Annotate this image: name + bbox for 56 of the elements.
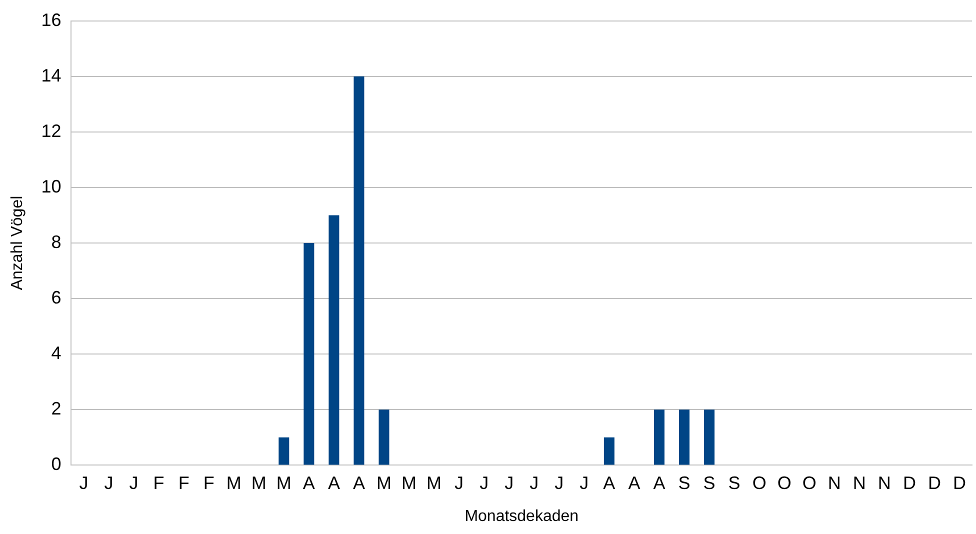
x-tick-label: N — [828, 472, 841, 493]
x-tick-label: J — [554, 472, 564, 493]
x-tick-label: N — [852, 472, 866, 493]
x-tick-label: J — [129, 472, 138, 493]
x-tick-label: M — [226, 472, 242, 493]
x-tick-label: S — [728, 472, 740, 493]
x-tick-label: M — [426, 472, 442, 493]
bar — [604, 437, 614, 465]
x-tick-label: M — [376, 472, 392, 493]
y-tick-label: 4 — [51, 343, 62, 364]
x-tick-label: A — [302, 472, 315, 493]
y-tick-label: 6 — [51, 288, 62, 308]
x-tick-label: A — [328, 472, 340, 493]
x-tick-label: F — [203, 472, 214, 493]
x-axis-title: Monatsdekaden — [464, 508, 579, 525]
x-tick-label: S — [678, 472, 690, 493]
x-tick-label: N — [878, 472, 891, 493]
x-tick-label: J — [580, 472, 589, 493]
bar — [654, 410, 664, 465]
bar — [704, 410, 715, 465]
x-tick-label: S — [703, 472, 716, 493]
x-tick-label: A — [628, 472, 640, 493]
x-tick-label: F — [178, 472, 190, 493]
x-tick-label: D — [952, 472, 966, 493]
x-tick-label: J — [480, 472, 489, 493]
x-tick-label: A — [603, 472, 616, 493]
bar — [354, 76, 364, 465]
y-tick-label: 0 — [51, 454, 62, 474]
bar — [378, 410, 390, 465]
bar — [278, 437, 290, 465]
bar — [328, 215, 340, 465]
x-tick-label: J — [79, 472, 88, 493]
x-tick-label: J — [104, 472, 114, 493]
x-tick-label: M — [402, 472, 417, 493]
x-tick-label: O — [777, 472, 792, 493]
y-tick-label: 16 — [41, 10, 62, 30]
x-tick-label: F — [153, 472, 164, 493]
x-tick-label: M — [276, 472, 292, 493]
x-tick-label: O — [802, 472, 816, 493]
x-tick-label: O — [752, 472, 766, 493]
y-tick-label: 8 — [51, 232, 62, 252]
x-tick-label: A — [352, 472, 365, 493]
bar — [304, 243, 314, 465]
x-tick-label: D — [928, 472, 941, 493]
y-tick-label: 2 — [51, 398, 62, 419]
x-tick-label: J — [454, 472, 464, 493]
bar — [678, 410, 690, 465]
y-tick-label: 12 — [41, 120, 62, 141]
x-tick-label: M — [251, 472, 266, 493]
x-tick-label: D — [902, 472, 916, 493]
y-axis-title: Anzahl Vögel — [9, 196, 26, 290]
x-tick-label: A — [653, 472, 666, 493]
y-tick-label: 14 — [41, 65, 62, 86]
x-tick-label: J — [530, 472, 539, 493]
y-tick-label: 10 — [41, 176, 62, 196]
x-tick-label: J — [504, 472, 514, 493]
